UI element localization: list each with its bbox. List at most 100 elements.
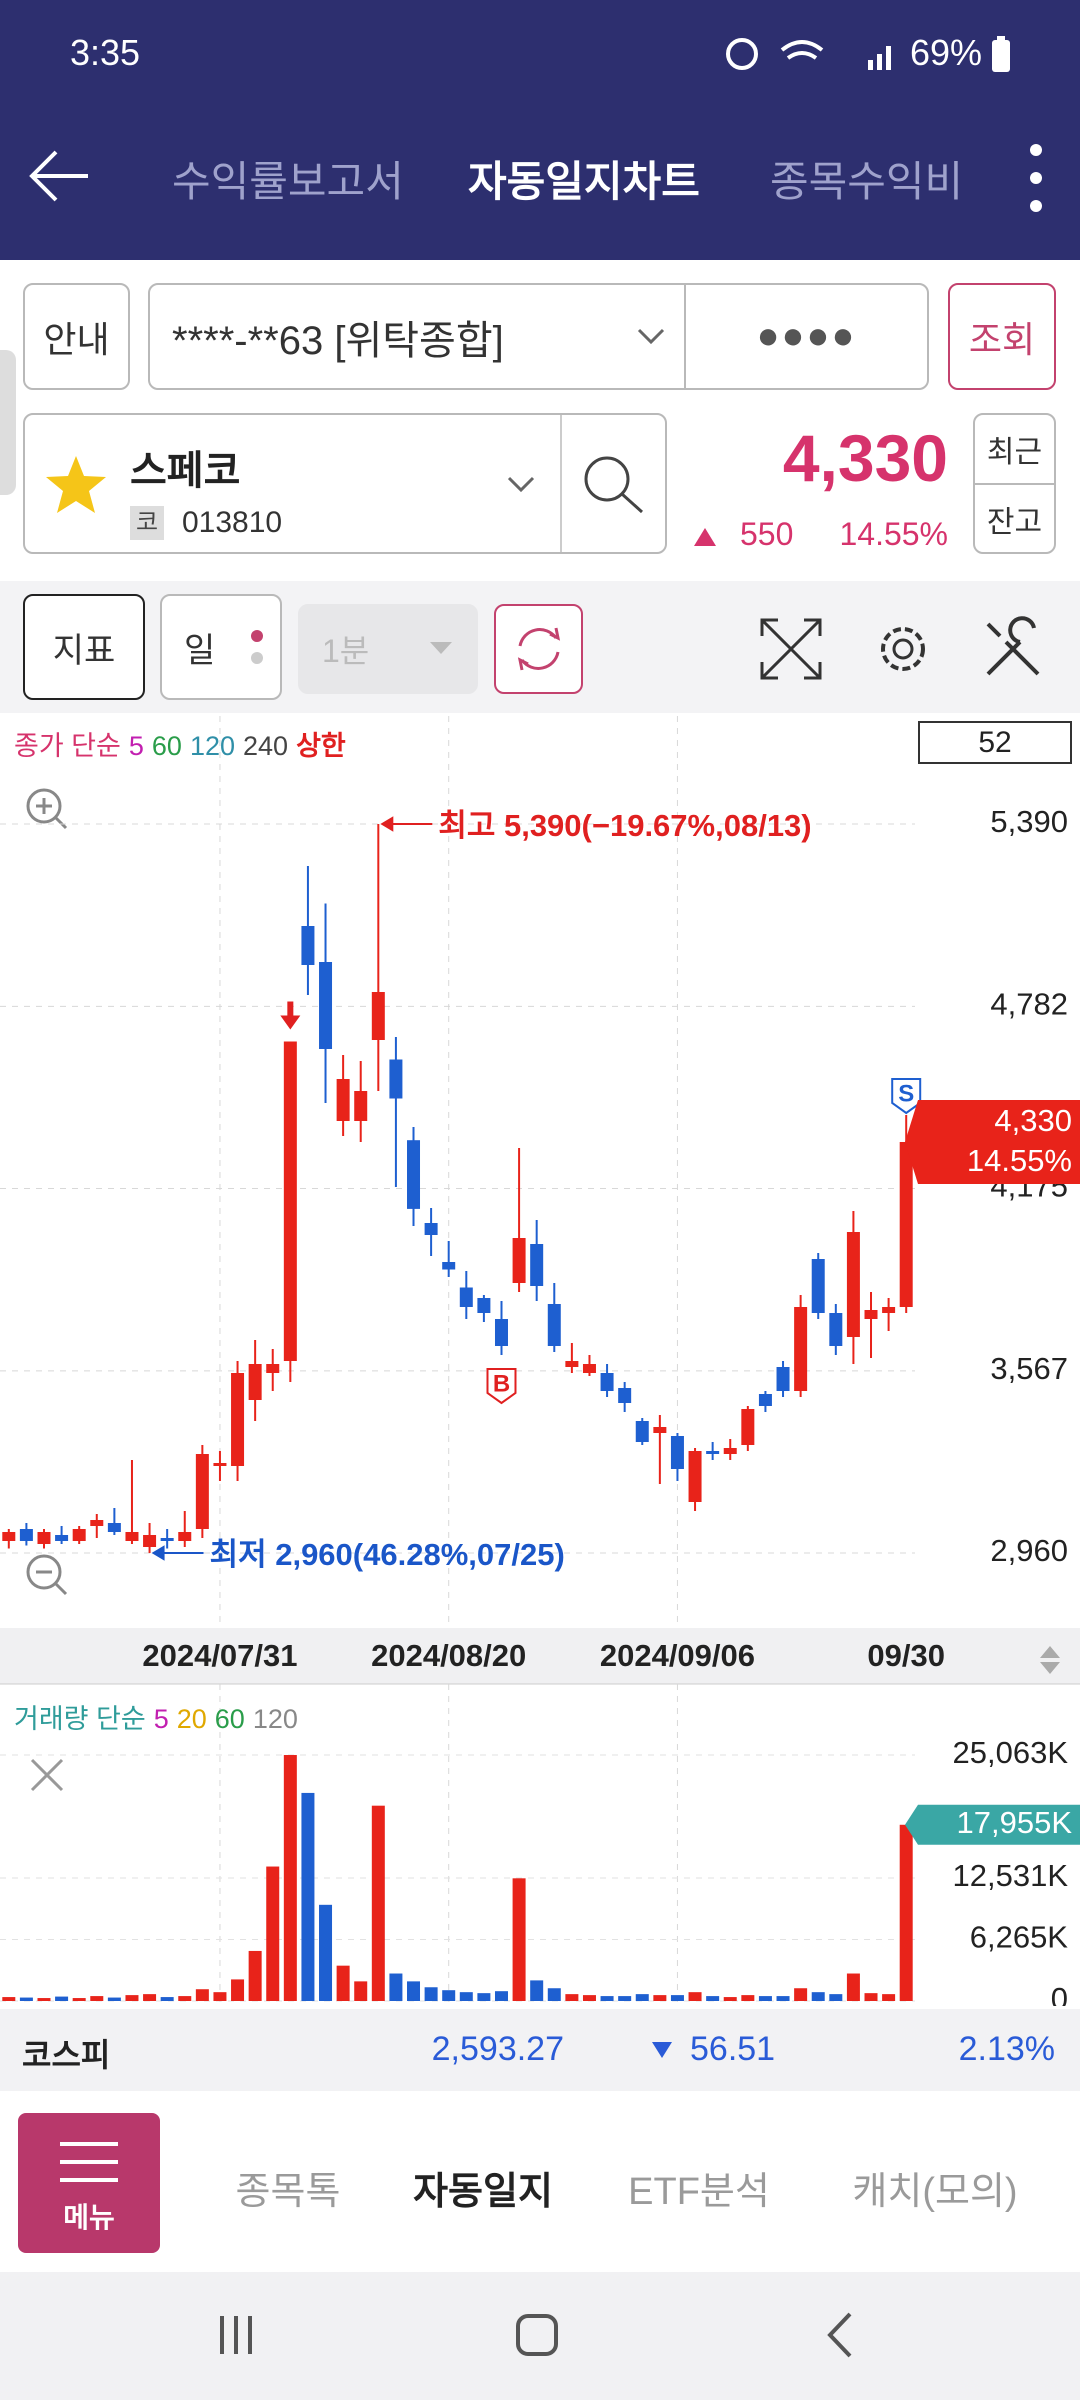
candle-body (424, 1223, 438, 1235)
legend-item: 종가 단순 (14, 731, 121, 761)
candle-body (195, 1454, 209, 1529)
volume-tag (905, 1804, 1080, 1845)
favorite-star[interactable] (44, 454, 108, 516)
candle-body (37, 1532, 51, 1544)
candle-body (882, 1307, 896, 1313)
volume-bar (424, 1987, 438, 2001)
header-tab[interactable]: 종목수익비 (770, 158, 964, 205)
query-button[interactable]: 조회 (948, 283, 1056, 390)
fullscreen-button[interactable] (758, 616, 824, 682)
side-tab[interactable] (0, 350, 16, 495)
y-tick-label: 4,782 (990, 987, 1068, 1022)
annotation: 최고 5,390(−19.67%,08/13) (438, 808, 811, 843)
volume-bar (90, 1996, 104, 2001)
candle-body (565, 1361, 579, 1367)
legend-item: 거래량 단순 (14, 1704, 146, 1734)
zoom-in[interactable] (26, 788, 68, 830)
visible-count: 52 (978, 726, 1011, 759)
price-tag-label: 4,330 (994, 1103, 1072, 1138)
candle-body (776, 1367, 790, 1391)
index-value: 2,593.27 (431, 2030, 564, 2068)
candle-body (19, 1529, 33, 1541)
price-tag-rate: 14.55% (967, 1143, 1072, 1178)
volume-bar (565, 1994, 579, 2001)
volume-bar (389, 1973, 403, 2001)
y-tick-label: 2,960 (990, 1533, 1068, 1568)
volume-bar (37, 1998, 51, 2001)
up-triangle (694, 528, 716, 546)
balance-button[interactable]: 잔고 (973, 483, 1056, 554)
header-tab[interactable]: 수익률보고서 (172, 158, 404, 205)
zoom-out[interactable] (26, 1554, 68, 1596)
signal-marker (486, 1368, 517, 1405)
legend-item: 60 (215, 1704, 245, 1734)
volume-bar (72, 1998, 86, 2001)
candle-body (90, 1520, 104, 1526)
status-battery: 69% (910, 32, 983, 73)
candle-body (319, 962, 333, 1049)
nav-tab[interactable]: ETF분석 (628, 2171, 770, 2213)
tools-button[interactable] (980, 616, 1046, 682)
recent-apps[interactable] (220, 2316, 252, 2354)
back-button[interactable] (26, 146, 92, 206)
y-tick-label: 25,063K (953, 1735, 1069, 1770)
price-tag (905, 1100, 1080, 1184)
password-input[interactable]: ●●●● (684, 283, 929, 390)
index-change-rate: 2.13% (958, 2030, 1055, 2068)
volume-bar (758, 1996, 772, 2001)
signal-label: B (493, 1370, 510, 1397)
more-menu[interactable] (1024, 140, 1048, 216)
volume-bar (530, 1980, 544, 2001)
nav-tab[interactable]: 종목톡 (235, 2171, 341, 2213)
candle-body (55, 1535, 69, 1541)
refresh-button[interactable] (494, 604, 583, 694)
nav-tab-active[interactable]: 자동일지 (413, 2171, 553, 2213)
header-tab-active[interactable]: 자동일지차트 (468, 158, 700, 205)
index-name: 코스피 (22, 2037, 111, 2073)
y-tick-label: 0 (1051, 1981, 1068, 2006)
volume-bar (547, 1988, 561, 2001)
candle-body (213, 1463, 227, 1466)
candle-body (336, 1079, 350, 1121)
x-tick-label: 2024/09/06 (600, 1638, 755, 1673)
candle-body (846, 1232, 860, 1337)
candle-body (582, 1364, 596, 1373)
scroll-arrows[interactable] (1040, 1646, 1060, 1674)
volume-bar (829, 1994, 843, 2001)
home[interactable] (516, 2314, 558, 2356)
volume-bar (653, 1995, 667, 2001)
back[interactable] (827, 2312, 852, 2358)
guide-button[interactable]: 안내 (23, 283, 130, 390)
stock-price: 4,330 (782, 421, 948, 495)
volume-close[interactable] (30, 1758, 64, 1792)
volume-bar (723, 1997, 737, 2001)
header-tabs: 수익률보고서 자동일지차트 종목수익비 (150, 140, 1020, 220)
index-change: 56.51 (690, 2030, 776, 2068)
stock-box[interactable] (23, 413, 667, 554)
menu-icon (60, 2142, 118, 2182)
nav-tab[interactable]: 캐치(모의) (852, 2171, 1018, 2213)
volume-bar (741, 1995, 755, 2001)
indicator-button[interactable]: 지표 (23, 594, 145, 700)
period-dots (251, 630, 263, 664)
search-button[interactable] (580, 452, 648, 520)
y-tick-label: 12,531K (953, 1858, 1069, 1893)
candle-body (459, 1287, 473, 1307)
candle-body (653, 1427, 667, 1433)
candle-body (72, 1529, 86, 1541)
period-button[interactable]: 일 (160, 594, 282, 700)
candle-body (670, 1436, 684, 1469)
volume-bar (195, 1989, 209, 2001)
candle-body (758, 1394, 772, 1406)
candle-body (829, 1313, 843, 1346)
menu-button[interactable] (18, 2113, 160, 2253)
recent-button[interactable]: 최근 (973, 413, 1056, 485)
account-select[interactable]: ****-**63 [위탁종합] (148, 283, 686, 390)
date-axis-bg (0, 1628, 1080, 1684)
volume-bar (283, 1755, 297, 2001)
volume-bar (19, 1997, 33, 2001)
settings-button[interactable] (870, 616, 936, 682)
x-tick-label: 09/30 (867, 1638, 945, 1673)
